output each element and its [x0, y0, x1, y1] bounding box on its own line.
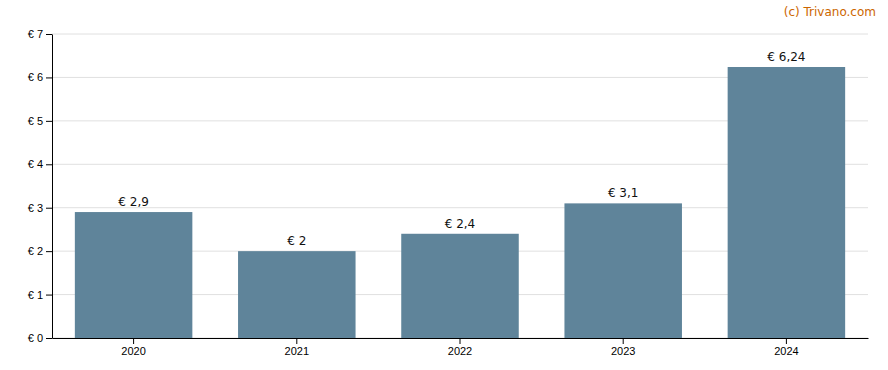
y-tick-mark [46, 164, 52, 165]
y-tick-mark [46, 208, 52, 209]
y-tick-label: € 1 [28, 289, 43, 301]
x-tick-label: 2022 [448, 345, 472, 357]
bar [728, 67, 846, 338]
bar [564, 203, 682, 338]
y-tick: € 1 [28, 289, 52, 301]
bars [75, 67, 845, 338]
watermark: (c) Trivano.com [784, 5, 876, 19]
y-tick-label: € 6 [28, 71, 43, 83]
y-tick: € 0 [28, 332, 52, 344]
x-tick-label: 2020 [121, 345, 145, 357]
y-tick-mark [46, 77, 52, 78]
x-tick-mark [623, 338, 624, 344]
y-tick: € 7 [28, 28, 52, 40]
y-tick-label: € 4 [28, 158, 43, 170]
plot: € 0 € 1 € 2 € 3 € 4 € 5 € 6 € 7 2020 2021 2022 2023… [28, 28, 869, 357]
x-tick-mark [460, 338, 461, 344]
x-tick-label: 2021 [285, 345, 309, 357]
x-tick-label: 2024 [774, 345, 798, 357]
y-axis: € 0 € 1 € 2 € 3 € 4 € 5 € 6 € 7 [28, 28, 53, 344]
bar [75, 212, 193, 338]
y-tick-label: € 3 [28, 202, 43, 214]
grid [52, 34, 868, 338]
x-tick-mark [296, 338, 297, 344]
y-tick-label: € 2 [28, 245, 43, 257]
y-tick-mark [46, 338, 52, 339]
x-tick-mark [133, 338, 134, 344]
data-label: € 2,9 [118, 195, 149, 209]
data-label: € 2 [287, 234, 306, 248]
y-tick-mark [46, 34, 52, 35]
bar [401, 234, 519, 338]
y-tick-mark [46, 295, 52, 296]
y-tick: € 6 [28, 71, 52, 83]
data-labels: € 2,9 € 2 € 2,4 € 3,1 € 6,24 [118, 50, 805, 248]
y-axis-line [52, 35, 53, 339]
data-label: € 6,24 [767, 50, 805, 64]
x-tick: 2020 [121, 338, 145, 357]
bar [238, 251, 356, 338]
y-tick: € 5 [28, 115, 52, 127]
y-tick-label: € 0 [28, 332, 43, 344]
x-tick: 2023 [611, 338, 635, 357]
chart: € 0 € 1 € 2 € 3 € 4 € 5 € 6 € 7 2020 2021 2022 2023… [0, 0, 888, 370]
data-label: € 2,4 [445, 217, 476, 231]
x-axis: 2020 2021 2022 2023 2024 [53, 338, 869, 357]
x-tick: 2022 [448, 338, 472, 357]
y-tick: € 2 [28, 245, 52, 257]
x-tick: 2024 [774, 338, 798, 357]
x-tick-mark [786, 338, 787, 344]
y-tick: € 3 [28, 202, 52, 214]
data-label: € 3,1 [608, 186, 639, 200]
y-tick-label: € 5 [28, 115, 43, 127]
x-tick-label: 2023 [611, 345, 635, 357]
grid-line [52, 34, 868, 35]
y-tick-mark [46, 121, 52, 122]
x-tick: 2021 [285, 338, 309, 357]
y-tick-label: € 7 [28, 28, 43, 40]
y-tick: € 4 [28, 158, 52, 170]
y-tick-mark [46, 251, 52, 252]
